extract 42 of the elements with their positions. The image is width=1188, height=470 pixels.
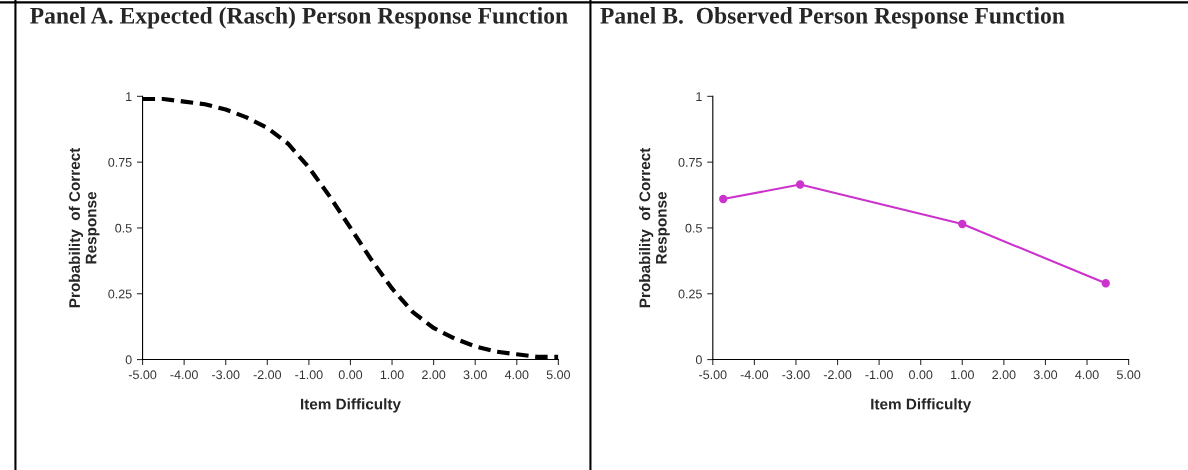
y-axis-title: Probability of Correct Response <box>68 147 100 308</box>
x-tick-label: -5.00 <box>128 370 157 380</box>
y-tick-label: 1 <box>126 92 132 101</box>
chart-title: Panel A. Expected (Rasch) Person Response Function <box>30 7 568 29</box>
x-tick-label: -3.00 <box>212 370 240 380</box>
point <box>795 180 805 189</box>
y-tick-label: 0.5 <box>685 223 702 233</box>
x-tick-label: 4.00 <box>1075 370 1099 380</box>
x-tick-label: 1.00 <box>951 370 974 380</box>
y-tick-label: 1 <box>696 92 702 101</box>
x-tick-label: 5.00 <box>546 370 571 380</box>
x-tick-label: 0.00 <box>338 370 363 380</box>
x-tick-label: -2.00 <box>823 370 852 380</box>
y-tick-label: 0 <box>695 355 702 365</box>
x-tick-label: 3.00 <box>463 370 487 380</box>
x-tick-label: -4.00 <box>170 370 198 380</box>
y-axis-title: Probability of Correct Response <box>639 147 670 308</box>
x-tick-label: 5.00 <box>1116 370 1141 380</box>
x-tick-label: -3.00 <box>782 370 810 380</box>
x-tick-label: 1.00 <box>380 370 404 380</box>
x-tick-label: -5.00 <box>699 370 727 380</box>
y-tick-label: 0 <box>125 355 132 365</box>
point <box>958 219 967 229</box>
x-tick-label: -4.00 <box>740 370 769 380</box>
y-tick-label: 0.25 <box>108 289 132 299</box>
x-tick-label: 2.00 <box>422 370 446 380</box>
x-tick-label: -1.00 <box>865 370 893 380</box>
x-tick-label: -1.00 <box>295 370 323 380</box>
y-tick-label: 0.5 <box>115 223 132 233</box>
y-tick-label: 0.75 <box>678 157 702 167</box>
x-axis-title: Item Difficulty <box>300 398 401 413</box>
x-tick-label: -2.00 <box>253 370 282 380</box>
x-tick-label: 0.00 <box>909 370 933 380</box>
chart-title: Panel B. Observed Person Response Function <box>600 7 1065 29</box>
x-tick-label: 4.00 <box>504 370 529 380</box>
x-tick-label: 2.00 <box>992 370 1016 380</box>
y-tick-label: 0.25 <box>678 289 702 299</box>
point <box>1101 279 1110 288</box>
x-axis-title: Item Difficulty <box>871 398 972 413</box>
x-tick-label: 3.00 <box>1033 370 1058 380</box>
point <box>719 194 728 204</box>
y-tick-label: 0.75 <box>108 157 132 167</box>
